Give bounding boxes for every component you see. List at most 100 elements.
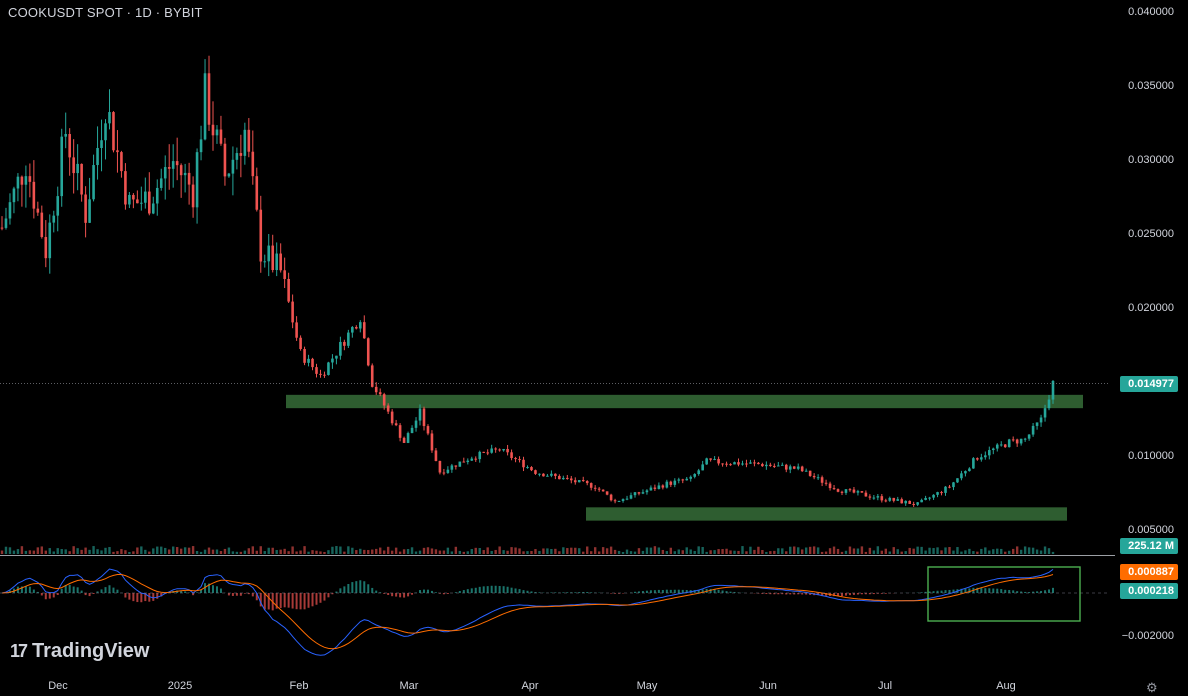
candle-body: [681, 479, 685, 481]
volume-bar: [60, 549, 63, 554]
volume-bar: [693, 550, 696, 554]
macd-histogram-bar: [152, 593, 155, 601]
candle-body: [792, 466, 796, 469]
macd-histogram-bar: [422, 589, 425, 593]
volume-bar: [351, 547, 354, 554]
volume-bar: [271, 547, 274, 554]
candle-body: [685, 478, 689, 481]
price-tick: 0.025000: [1128, 228, 1174, 240]
macd-histogram-bar: [550, 592, 553, 593]
candle-body: [295, 322, 298, 338]
volume-bar: [140, 546, 143, 554]
macd-histogram-bar: [32, 589, 35, 593]
volume-bar: [311, 550, 314, 554]
candle-body: [8, 202, 12, 219]
candle-body: [446, 469, 450, 473]
volume-bar: [410, 547, 414, 554]
macd-histogram-bar: [1032, 591, 1035, 593]
macd-histogram-bar: [653, 590, 656, 593]
candle-body: [450, 465, 454, 470]
macd-histogram-bar: [586, 592, 589, 593]
macd-histogram-bar: [1004, 589, 1007, 593]
candle-body: [64, 134, 67, 137]
macd-histogram-bar: [160, 593, 163, 597]
volume-bar: [195, 550, 199, 554]
candle-body: [1027, 434, 1031, 439]
time-tick: May: [636, 680, 658, 692]
volume-bar: [852, 548, 856, 554]
volume-bar: [148, 551, 151, 554]
macd-histogram-bar: [263, 593, 266, 610]
tradingview-logo[interactable]: 17 TradingView: [10, 640, 149, 663]
macd-histogram-bar: [725, 591, 728, 593]
macd-histogram-bar: [614, 593, 617, 594]
volume-bar: [215, 549, 219, 554]
volume-bar: [235, 551, 239, 554]
macd-histogram-bar: [315, 593, 318, 605]
volume-bar: [908, 547, 911, 554]
candle-body: [828, 483, 832, 489]
volume-bar: [275, 549, 278, 554]
volume-bar: [996, 548, 999, 554]
candle-body: [944, 486, 947, 493]
volume-bar: [1043, 546, 1047, 554]
candle-body: [796, 466, 800, 469]
candle-body: [279, 253, 282, 271]
candle-body: [928, 497, 931, 499]
candle-body: [868, 496, 872, 498]
macd-histogram-bar: [395, 593, 398, 597]
macd-histogram-bar: [645, 590, 648, 593]
macd-histogram-bar: [988, 588, 991, 593]
macd-histogram-bar: [319, 593, 322, 603]
candle-body: [494, 448, 497, 450]
volume-bar: [303, 546, 306, 554]
candle-body: [589, 483, 593, 488]
candle-body: [665, 481, 669, 488]
candle-body: [482, 451, 486, 453]
candlestick-series: [0, 55, 1055, 507]
macd-histogram-bar: [375, 590, 378, 593]
macd-histogram-bar: [920, 592, 923, 593]
volume-bar: [371, 549, 374, 554]
candle-body: [1023, 438, 1027, 440]
volume-bar: [323, 551, 326, 554]
volume-bar: [402, 549, 406, 554]
candle-body: [824, 482, 828, 484]
volume-bar: [904, 551, 907, 554]
volume-bar: [243, 550, 247, 554]
macd-histogram-bar: [868, 593, 871, 595]
candle-body: [952, 482, 955, 488]
volume-bar: [315, 550, 318, 554]
settings-gear-icon[interactable]: ⚙: [1146, 680, 1158, 695]
macd-histogram-bar: [211, 585, 214, 593]
volume-bar: [558, 551, 561, 554]
volume-bar: [892, 547, 895, 554]
macd-histogram-bar: [307, 593, 310, 608]
candle-body: [980, 457, 983, 460]
macd-histogram-bar: [793, 593, 796, 595]
macd-histogram-bar: [343, 586, 346, 593]
candle-body: [697, 470, 700, 475]
candle-body: [788, 466, 792, 470]
volume-bar: [199, 551, 203, 554]
candle-body: [490, 448, 493, 453]
macd-histogram-bar: [291, 593, 294, 609]
macd-histogram-bar: [833, 593, 836, 597]
volume-bar: [422, 547, 426, 554]
volume-bar: [347, 546, 350, 554]
candle-body: [191, 184, 195, 208]
candle-body: [438, 460, 442, 473]
candle-body: [466, 460, 470, 463]
candle-body: [454, 465, 458, 467]
volume-bar: [542, 548, 545, 554]
macd-histogram-bar: [419, 590, 422, 593]
candle-body: [673, 480, 677, 485]
candle-body: [554, 473, 557, 476]
macd-histogram-bar: [255, 593, 258, 601]
macd-histogram-bar: [283, 593, 286, 608]
volume-bar: [295, 551, 298, 554]
volume-bar: [593, 547, 597, 554]
candle-body: [462, 461, 466, 463]
macd-histogram-bar: [964, 588, 967, 593]
